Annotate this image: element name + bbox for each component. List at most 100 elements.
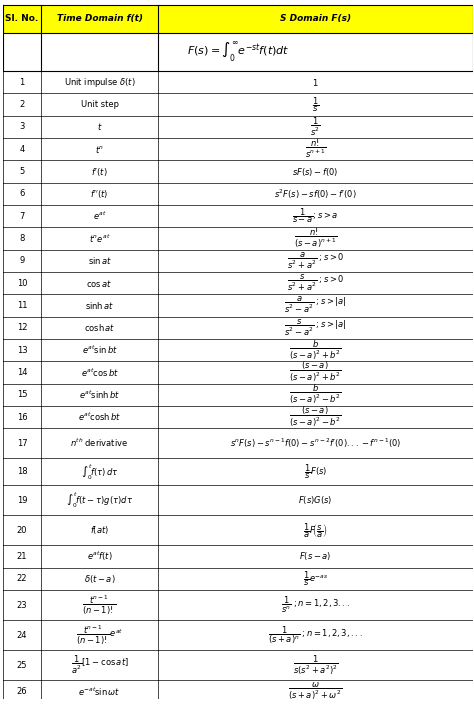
FancyBboxPatch shape [3,485,473,515]
Text: 18: 18 [17,467,27,476]
Text: $\cosh at$: $\cosh at$ [84,322,115,333]
Text: $e^{at}\cos bt$: $e^{at}\cos bt$ [81,366,118,379]
Text: $\dfrac{1}{s^2}$: $\dfrac{1}{s^2}$ [310,116,321,138]
Text: 24: 24 [17,631,27,639]
Text: S Domain F(s): S Domain F(s) [280,14,351,23]
Text: 13: 13 [17,345,27,355]
FancyBboxPatch shape [3,680,473,703]
Text: $e^{at}\cosh bt$: $e^{at}\cosh bt$ [78,411,121,423]
Text: $\dfrac{(s-a)}{(s-a)^2+b^2}$: $\dfrac{(s-a)}{(s-a)^2+b^2}$ [289,360,342,384]
Text: $\dfrac{1}{(s+a)^n}\;; n = 1,2,3,...$: $\dfrac{1}{(s+a)^n}\;; n = 1,2,3,...$ [268,625,363,646]
Text: $s^nF(s) - s^{n-1}f(0) - s^{n-2}f'(0)... - f^{n-1}(0)$: $s^nF(s) - s^{n-1}f(0) - s^{n-2}f'(0)...… [230,436,401,450]
Text: $\int_0^t f(\tau)\,d\tau$: $\int_0^t f(\tau)\,d\tau$ [81,462,118,482]
Text: $n^{th}$ derivative: $n^{th}$ derivative [70,437,128,450]
Text: 17: 17 [17,439,27,448]
Text: 9: 9 [19,257,25,265]
Text: $F(s)G(s)$: $F(s)G(s)$ [298,494,333,506]
Text: $\cos at$: $\cos at$ [86,278,113,288]
FancyBboxPatch shape [3,428,473,458]
FancyBboxPatch shape [3,294,473,317]
FancyBboxPatch shape [3,650,473,680]
Text: $e^{at}f(t)$: $e^{at}f(t)$ [87,550,112,563]
Text: Unit step: Unit step [81,100,118,109]
Text: $e^{at}\sin bt$: $e^{at}\sin bt$ [82,344,118,356]
Text: $t$: $t$ [97,121,102,133]
FancyBboxPatch shape [3,515,473,546]
Text: $\dfrac{\omega}{(s+a)^2+\omega^2}$: $\dfrac{\omega}{(s+a)^2+\omega^2}$ [288,681,342,702]
FancyBboxPatch shape [3,546,473,568]
Text: 26: 26 [17,687,27,696]
Text: 1: 1 [19,78,25,87]
Text: $\dfrac{t^{n-1}}{(n-1)!}e^{at}$: $\dfrac{t^{n-1}}{(n-1)!}e^{at}$ [76,624,123,646]
Text: $\dfrac{1}{s(s^2+a^2)^2}$: $\dfrac{1}{s(s^2+a^2)^2}$ [292,654,338,677]
Text: $\dfrac{n!}{(s-a)^{n+1}}$: $\dfrac{n!}{(s-a)^{n+1}}$ [294,227,337,250]
FancyBboxPatch shape [3,620,473,650]
Text: $t^n e^{at}$: $t^n e^{at}$ [89,232,110,245]
Text: $\dfrac{t^{n-1}}{(n-1)!}$: $\dfrac{t^{n-1}}{(n-1)!}$ [82,594,117,617]
Text: $e^{at}\sinh bt$: $e^{at}\sinh bt$ [79,388,120,401]
Text: $f''(t)$: $f''(t)$ [91,188,109,200]
Text: $e^{at}$: $e^{at}$ [93,210,106,222]
Text: 12: 12 [17,324,27,332]
FancyBboxPatch shape [3,5,473,32]
FancyBboxPatch shape [3,161,473,183]
Text: $f(at)$: $f(at)$ [90,525,109,537]
Text: $\dfrac{1}{s-a}; s > a$: $\dfrac{1}{s-a}; s > a$ [292,207,338,226]
Text: $F(s-a)$: $F(s-a)$ [299,551,332,563]
FancyBboxPatch shape [3,384,473,406]
Text: $\dfrac{a}{s^2-a^2}\;; s > |a|$: $\dfrac{a}{s^2-a^2}\;; s > |a|$ [284,295,346,315]
FancyBboxPatch shape [3,205,473,227]
FancyBboxPatch shape [3,71,473,94]
Text: 4: 4 [19,145,25,154]
FancyBboxPatch shape [3,406,473,428]
Text: Time Domain f(t): Time Domain f(t) [56,14,143,23]
Text: $\dfrac{s}{s^2+a^2}\;; s > 0$: $\dfrac{s}{s^2+a^2}\;; s > 0$ [287,273,344,293]
Text: $\int_0^t f(t-\tau)g(\tau)d\tau$: $\int_0^t f(t-\tau)g(\tau)d\tau$ [66,490,133,510]
Text: Sl. No.: Sl. No. [6,14,39,23]
FancyBboxPatch shape [3,458,473,485]
Text: $\dfrac{a}{s^2+a^2}\;; s > 0$: $\dfrac{a}{s^2+a^2}\;; s > 0$ [287,251,344,271]
Text: 8: 8 [19,234,25,243]
Text: $\dfrac{1}{s}e^{-as}$: $\dfrac{1}{s}e^{-as}$ [303,570,328,588]
Text: 20: 20 [17,526,27,535]
FancyBboxPatch shape [3,116,473,138]
Text: $\dfrac{b}{(s-a)^2+b^2}$: $\dfrac{b}{(s-a)^2+b^2}$ [289,338,342,362]
Text: 5: 5 [19,167,25,176]
FancyBboxPatch shape [3,568,473,590]
Text: 16: 16 [17,412,27,422]
Text: 22: 22 [17,575,27,583]
Text: $\dfrac{1}{s}$: $\dfrac{1}{s}$ [312,95,319,114]
Text: Unit impulse $\delta(t)$: Unit impulse $\delta(t)$ [64,75,135,89]
Text: 19: 19 [17,496,27,505]
Text: $\dfrac{1}{s^n}\;; n = 1,2,3...$: $\dfrac{1}{s^n}\;; n = 1,2,3...$ [281,595,350,615]
FancyBboxPatch shape [3,94,473,116]
FancyBboxPatch shape [3,339,473,361]
Text: $\dfrac{n!}{s^{n+1}}$: $\dfrac{n!}{s^{n+1}}$ [305,138,326,160]
Text: $f'(t)$: $f'(t)$ [91,166,108,178]
FancyBboxPatch shape [3,272,473,294]
Text: 2: 2 [19,100,25,109]
Text: 15: 15 [17,390,27,399]
Text: 6: 6 [19,190,25,198]
FancyBboxPatch shape [3,250,473,272]
Text: 10: 10 [17,278,27,288]
Text: $F(s) = \int_0^{\infty} e^{-st}f(t)dt$: $F(s) = \int_0^{\infty} e^{-st}f(t)dt$ [187,40,289,64]
FancyBboxPatch shape [3,317,473,339]
FancyBboxPatch shape [3,590,473,620]
Text: 3: 3 [19,123,25,131]
FancyBboxPatch shape [3,183,473,205]
Text: $\dfrac{b}{(s-a)^2-b^2}$: $\dfrac{b}{(s-a)^2-b^2}$ [289,384,342,406]
Text: $\dfrac{1}{a^2}[1 - \cos at]$: $\dfrac{1}{a^2}[1 - \cos at]$ [71,654,128,676]
Text: 14: 14 [17,368,27,377]
Text: $\dfrac{1}{a}F\!\left(\dfrac{s}{a}\right)$: $\dfrac{1}{a}F\!\left(\dfrac{s}{a}\right… [303,521,328,539]
Text: 7: 7 [19,212,25,221]
Text: $\dfrac{1}{s}F(s)$: $\dfrac{1}{s}F(s)$ [304,462,327,481]
Text: $\sinh at$: $\sinh at$ [85,300,114,311]
FancyBboxPatch shape [3,227,473,250]
FancyBboxPatch shape [3,361,473,384]
Text: $\dfrac{(s-a)}{(s-a)^2-b^2}$: $\dfrac{(s-a)}{(s-a)^2-b^2}$ [289,405,342,429]
Text: 23: 23 [17,601,27,610]
Text: $\sin at$: $\sin at$ [88,255,111,266]
Text: $1$: $1$ [312,77,319,88]
Text: $\delta(t-a)$: $\delta(t-a)$ [84,572,115,585]
